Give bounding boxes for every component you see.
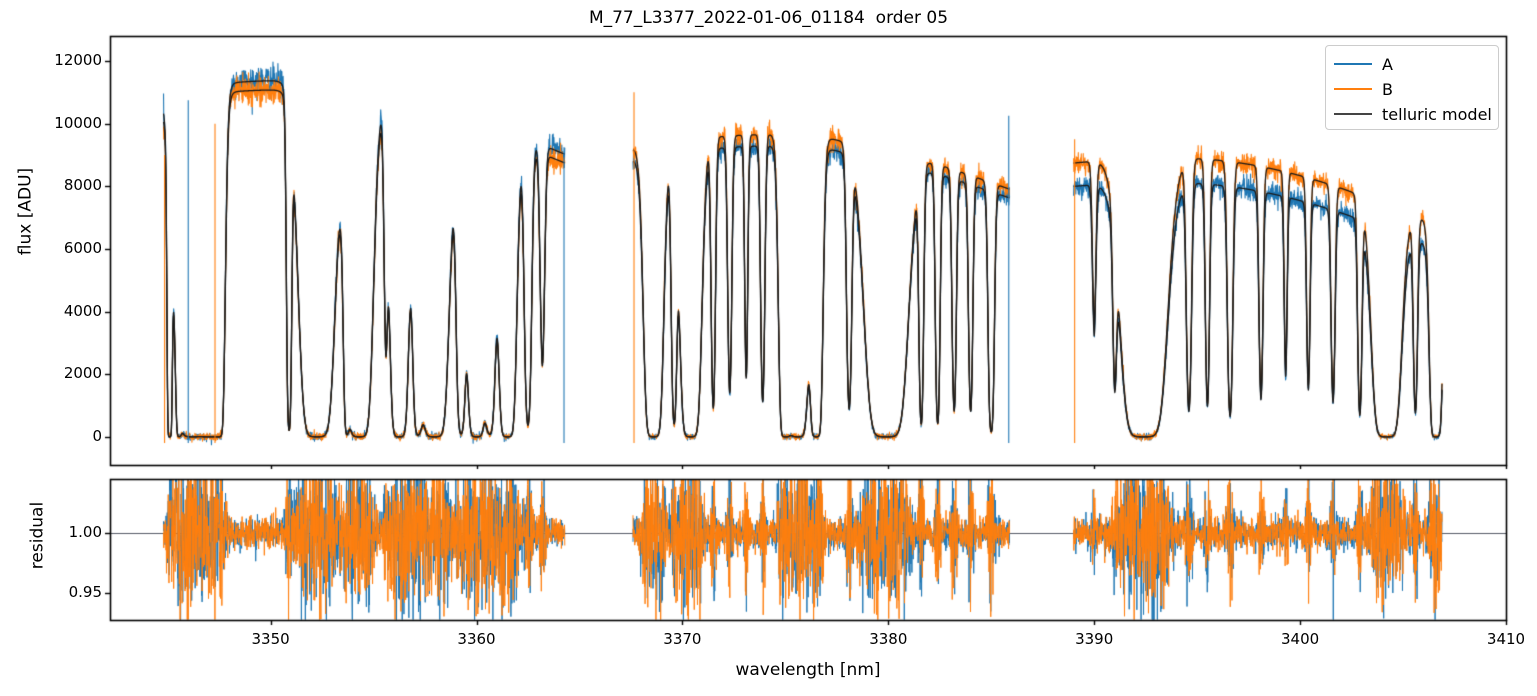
flux-y-tick-label: 0 xyxy=(92,426,102,445)
x-tick-label: 3380 xyxy=(869,630,908,648)
residual-y-tick-label: 0.95 xyxy=(68,583,102,602)
legend-label: telluric model xyxy=(1382,105,1492,124)
x-tick-label: 3400 xyxy=(1281,630,1320,648)
flux-y-tick-label: 10000 xyxy=(54,113,102,132)
legend-item: telluric model xyxy=(1334,102,1494,126)
x-tick-label: 3370 xyxy=(663,630,702,648)
x-tick-label: 3410 xyxy=(1486,630,1526,648)
flux-axis-label: flux [ADU] xyxy=(15,167,36,256)
legend-label: B xyxy=(1382,80,1393,99)
x-tick-label: 3360 xyxy=(457,630,496,648)
legend-color-swatch xyxy=(1334,63,1372,65)
x-tick-label: 3390 xyxy=(1075,630,1114,648)
flux-y-tick-label: 12000 xyxy=(54,51,102,70)
page-title: M_77_L3377_2022-01-06_01184 order 05 xyxy=(588,8,949,28)
legend-label: A xyxy=(1382,55,1393,74)
legend-color-swatch xyxy=(1334,88,1372,90)
x-tick-label: 3350 xyxy=(251,630,290,648)
residual-y-tick-label: 1.00 xyxy=(68,523,102,542)
legend-color-swatch xyxy=(1334,113,1372,115)
flux-y-tick-label: 6000 xyxy=(63,238,102,257)
legend-item: B xyxy=(1334,77,1494,101)
flux-y-tick-label: 8000 xyxy=(63,176,102,195)
legend-item: A xyxy=(1334,52,1494,76)
flux-y-tick-label: 4000 xyxy=(63,301,102,320)
x-axis-label: wavelength [nm] xyxy=(735,660,881,680)
flux-y-tick-label: 2000 xyxy=(63,364,102,383)
